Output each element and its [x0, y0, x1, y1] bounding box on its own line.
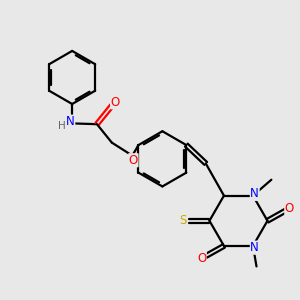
Text: H: H: [58, 121, 65, 131]
Text: N: N: [66, 115, 75, 128]
Text: O: O: [197, 252, 206, 265]
Text: O: O: [111, 96, 120, 109]
Text: S: S: [179, 214, 186, 227]
Text: N: N: [250, 241, 259, 254]
Text: O: O: [285, 202, 294, 214]
Text: N: N: [250, 188, 259, 200]
Text: O: O: [129, 154, 138, 167]
